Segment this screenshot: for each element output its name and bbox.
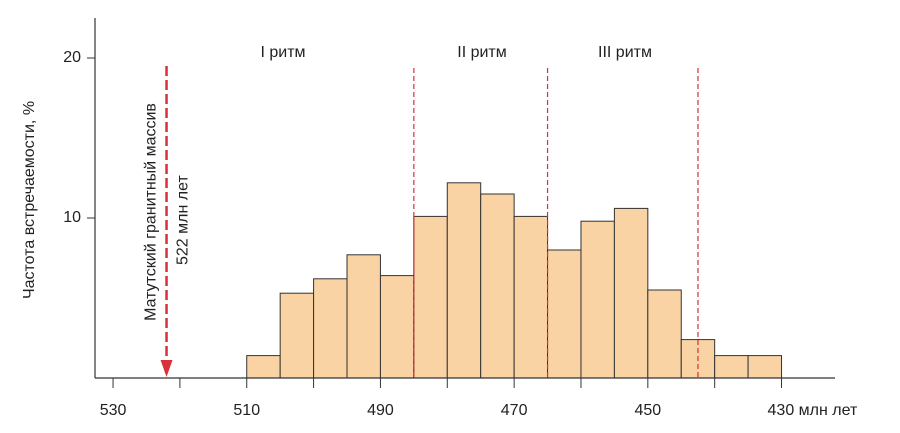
- bar: [480, 193, 515, 379]
- bar: [513, 215, 549, 379]
- x-tick-label: 470: [501, 402, 528, 419]
- marker-value-label: 522 млн лет: [175, 175, 192, 265]
- x-tick-label: 490: [367, 402, 394, 419]
- x-tick-label: 450: [634, 402, 661, 419]
- bar: [313, 278, 348, 379]
- x-tick-label: 510: [233, 402, 260, 419]
- marker-arrowhead: [160, 360, 173, 377]
- bar: [413, 215, 448, 379]
- bar: [714, 355, 749, 379]
- marker-label: Матутский гранитный массив: [143, 103, 160, 321]
- rhythm-label: III ритм: [598, 44, 652, 61]
- bar: [446, 182, 482, 379]
- bar: [346, 254, 381, 379]
- y-tick-label: 10: [63, 209, 81, 226]
- bar: [379, 275, 415, 379]
- bar: [647, 289, 682, 379]
- bar: [279, 292, 315, 379]
- x-tick-label: 530: [100, 402, 127, 419]
- y-axis-label: Частота встречаемости, %: [21, 101, 38, 299]
- bar: [547, 249, 582, 379]
- x-tick-label: 430 млн лет: [768, 402, 858, 419]
- rhythm-label: I ритм: [260, 44, 305, 61]
- bar: [613, 207, 649, 379]
- bar: [747, 355, 783, 379]
- rhythm-label: II ритм: [457, 44, 507, 61]
- y-tick-label: 20: [63, 49, 81, 66]
- bar: [580, 220, 615, 379]
- bar: [246, 355, 281, 379]
